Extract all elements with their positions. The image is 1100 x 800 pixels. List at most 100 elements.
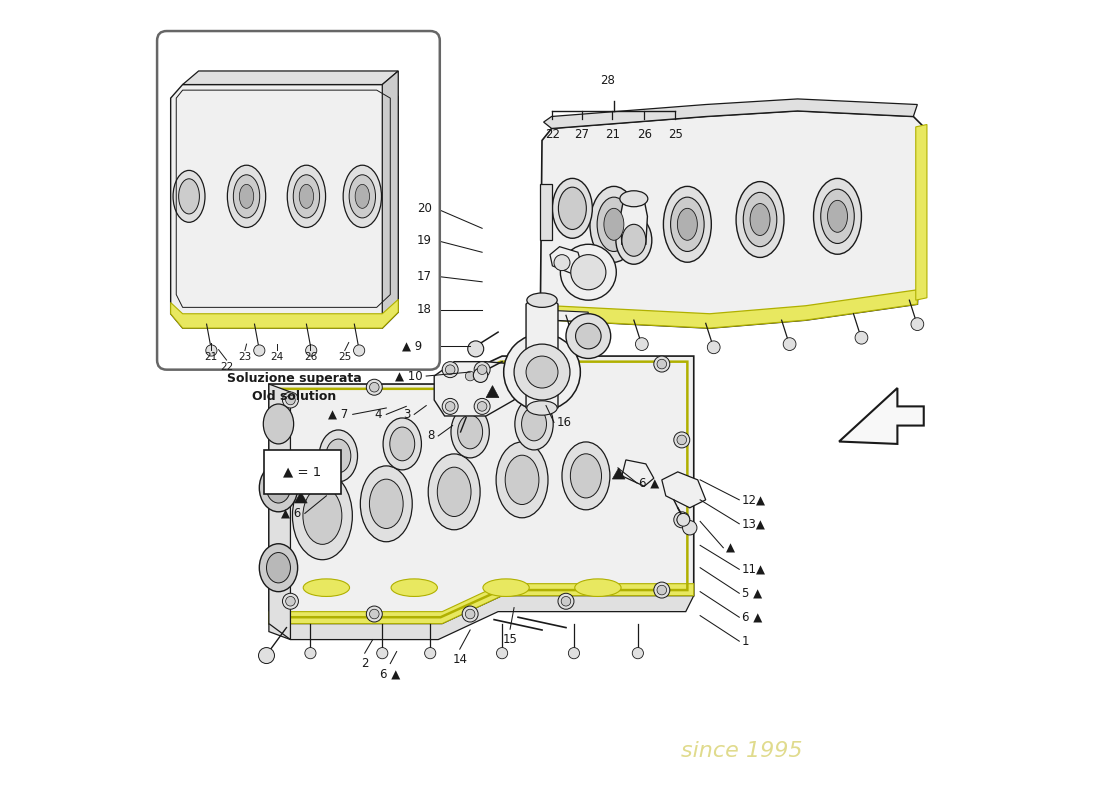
Circle shape xyxy=(366,379,383,395)
Text: 8: 8 xyxy=(427,430,434,442)
Circle shape xyxy=(653,582,670,598)
Circle shape xyxy=(561,597,571,606)
Text: 18: 18 xyxy=(417,303,432,316)
Ellipse shape xyxy=(383,418,421,470)
Ellipse shape xyxy=(349,174,375,218)
Text: 6 ▲: 6 ▲ xyxy=(639,477,660,490)
Ellipse shape xyxy=(266,553,290,583)
FancyBboxPatch shape xyxy=(264,450,341,494)
Polygon shape xyxy=(268,584,694,624)
Text: 22: 22 xyxy=(544,129,560,142)
Polygon shape xyxy=(542,290,917,328)
Ellipse shape xyxy=(319,430,358,482)
Ellipse shape xyxy=(621,224,646,256)
Circle shape xyxy=(653,356,670,372)
Circle shape xyxy=(366,606,383,622)
Ellipse shape xyxy=(287,166,326,227)
Ellipse shape xyxy=(562,442,609,510)
Text: since 1995: since 1995 xyxy=(681,742,802,762)
Text: 25: 25 xyxy=(668,129,683,142)
Circle shape xyxy=(283,480,298,496)
Ellipse shape xyxy=(240,184,254,208)
Text: 15: 15 xyxy=(503,633,517,646)
Text: 3: 3 xyxy=(403,408,410,421)
Ellipse shape xyxy=(355,184,370,208)
Ellipse shape xyxy=(260,544,298,592)
Polygon shape xyxy=(268,384,290,639)
Text: 14: 14 xyxy=(452,653,468,666)
Circle shape xyxy=(462,368,478,384)
Text: 13▲: 13▲ xyxy=(741,518,766,530)
Polygon shape xyxy=(183,71,398,85)
Circle shape xyxy=(514,344,570,400)
Text: 26: 26 xyxy=(637,129,651,142)
Text: 4: 4 xyxy=(375,408,383,421)
FancyBboxPatch shape xyxy=(157,31,440,370)
Text: 23: 23 xyxy=(239,352,252,362)
Text: ▲ 7: ▲ 7 xyxy=(329,408,349,421)
Circle shape xyxy=(465,610,475,619)
Polygon shape xyxy=(268,596,694,639)
Ellipse shape xyxy=(293,472,352,560)
Circle shape xyxy=(446,365,455,374)
Circle shape xyxy=(286,483,295,493)
Text: 20: 20 xyxy=(417,202,432,215)
Circle shape xyxy=(676,435,686,445)
Ellipse shape xyxy=(370,479,404,529)
Circle shape xyxy=(462,606,478,622)
Ellipse shape xyxy=(389,427,415,461)
Polygon shape xyxy=(620,200,648,244)
Ellipse shape xyxy=(304,579,350,597)
Ellipse shape xyxy=(827,200,847,232)
Text: 19: 19 xyxy=(417,234,432,246)
Ellipse shape xyxy=(428,454,480,530)
Ellipse shape xyxy=(451,406,490,458)
Circle shape xyxy=(632,647,644,658)
Circle shape xyxy=(504,334,581,410)
Ellipse shape xyxy=(527,401,558,415)
Text: 17: 17 xyxy=(417,270,432,282)
Polygon shape xyxy=(543,99,917,129)
Ellipse shape xyxy=(736,182,784,258)
Circle shape xyxy=(442,398,459,414)
Circle shape xyxy=(575,323,601,349)
Text: 22: 22 xyxy=(220,362,233,372)
Ellipse shape xyxy=(590,186,638,262)
Text: 6 ▲: 6 ▲ xyxy=(381,667,400,681)
Text: 21: 21 xyxy=(204,352,217,362)
Ellipse shape xyxy=(343,166,382,227)
Text: 12▲: 12▲ xyxy=(741,494,766,506)
Text: 1: 1 xyxy=(741,634,749,648)
Text: Soluzione superata: Soluzione superata xyxy=(227,372,362,385)
Ellipse shape xyxy=(663,186,712,262)
Ellipse shape xyxy=(458,415,483,449)
Ellipse shape xyxy=(392,579,438,597)
Circle shape xyxy=(561,359,571,369)
Polygon shape xyxy=(550,246,582,274)
Circle shape xyxy=(568,333,581,346)
Circle shape xyxy=(286,395,295,405)
Circle shape xyxy=(676,514,690,526)
Ellipse shape xyxy=(178,178,199,214)
Text: 16: 16 xyxy=(557,416,571,429)
Ellipse shape xyxy=(361,466,412,542)
Polygon shape xyxy=(916,125,927,300)
Circle shape xyxy=(674,432,690,448)
Ellipse shape xyxy=(559,187,586,230)
Ellipse shape xyxy=(814,178,861,254)
Circle shape xyxy=(370,382,379,392)
Circle shape xyxy=(306,345,317,356)
Circle shape xyxy=(474,362,491,378)
Polygon shape xyxy=(526,300,558,408)
Polygon shape xyxy=(540,184,551,240)
Ellipse shape xyxy=(263,404,294,444)
Circle shape xyxy=(707,341,721,354)
Text: a  p a r t  o f  d e m p s e y  g r o u p: a p a r t o f d e m p s e y g r o u p xyxy=(330,479,658,497)
Circle shape xyxy=(258,647,275,663)
Circle shape xyxy=(558,356,574,372)
Text: 21: 21 xyxy=(605,129,619,142)
Circle shape xyxy=(676,515,686,525)
Text: 5 ▲: 5 ▲ xyxy=(741,586,762,600)
Polygon shape xyxy=(295,492,307,503)
Polygon shape xyxy=(170,85,398,328)
